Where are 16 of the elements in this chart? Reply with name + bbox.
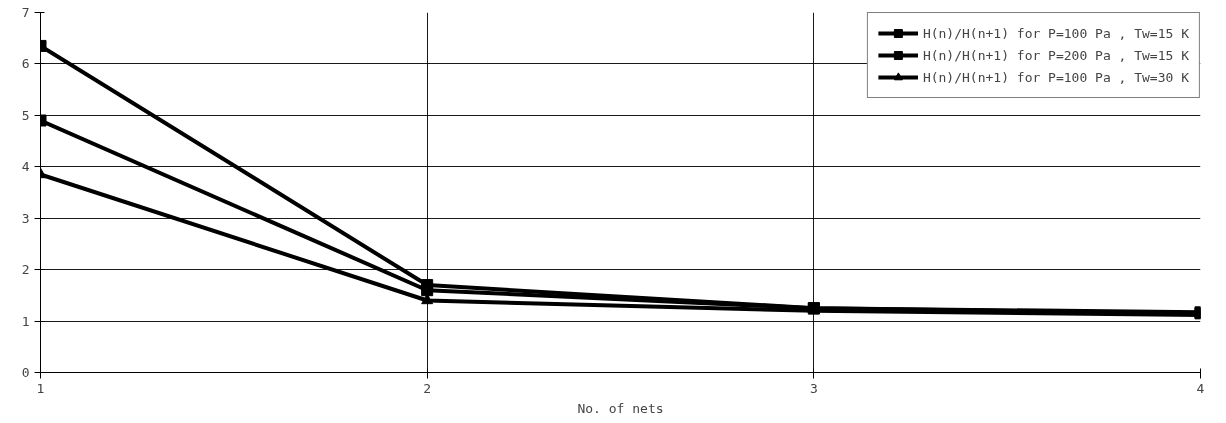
y-tick-label: 5 <box>21 107 30 123</box>
y-tick-label: 3 <box>21 210 30 226</box>
x-tick-label: 4 <box>1196 380 1205 396</box>
x-tick-label: 1 <box>36 380 45 396</box>
legend-label: H(n)/H(n+1) for P=100 Pa , Tw=15 K <box>922 25 1189 41</box>
x-tick-label: 3 <box>809 380 818 396</box>
y-tick-label: 0 <box>21 365 30 380</box>
y-tick-label: 6 <box>21 56 30 72</box>
y-tick-label: 2 <box>21 262 30 278</box>
y-tick-label: 1 <box>21 313 30 329</box>
x-tick-label: 2 <box>423 380 432 396</box>
y-tick-label: 7 <box>21 5 30 20</box>
legend-label: H(n)/H(n+1) for P=200 Pa , Tw=15 K <box>922 47 1189 63</box>
y-tick-label: 4 <box>21 159 30 175</box>
x-axis-title: No. of nets <box>577 400 664 416</box>
legend-label: H(n)/H(n+1) for P=100 Pa , Tw=30 K <box>922 69 1189 85</box>
